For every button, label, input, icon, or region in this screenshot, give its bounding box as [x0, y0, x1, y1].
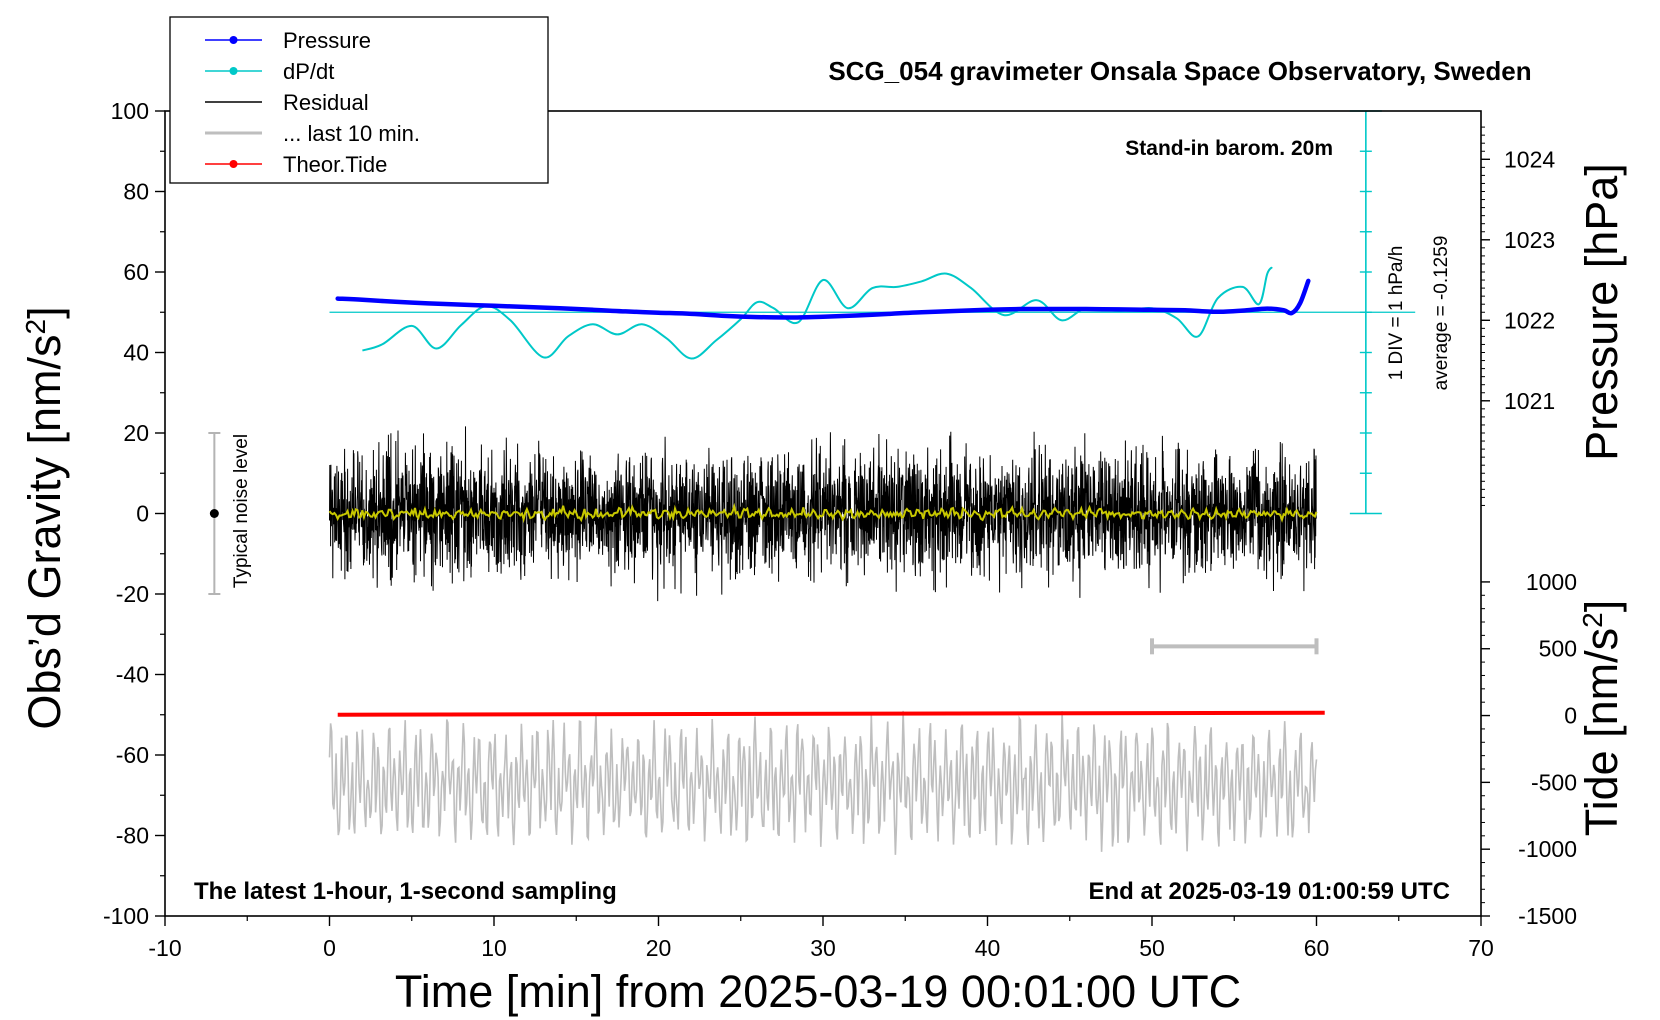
legend-label: Residual — [283, 90, 369, 115]
series-tide-line — [337, 710, 1325, 717]
x-tick-label: -10 — [148, 935, 181, 961]
x-tick-label: 40 — [975, 935, 1001, 961]
legend-entries: Pressure dP/dt Residual ... last 10 min. The… — [205, 28, 420, 177]
tide-tick-label: 500 — [1539, 636, 1577, 662]
y-tick-label-left: 60 — [123, 259, 149, 285]
bottom-right-annotation: End at 2025-03-19 01:00:59 UTC — [1089, 878, 1451, 905]
tide-tick-label: -1500 — [1518, 903, 1577, 929]
dpdt-average-annotation: average = -0.1259 — [1431, 236, 1452, 391]
series-pressure-line — [335, 278, 1311, 320]
series-residual-line — [329, 426, 1317, 602]
tide-tick-label: 0 — [1564, 703, 1577, 729]
x-tick-label: 20 — [646, 935, 672, 961]
dpdt-scale-annotation: 1 DIV = 1 hPa/h — [1386, 246, 1407, 381]
x-tick-label: 50 — [1139, 935, 1165, 961]
legend-marker — [229, 160, 238, 168]
pressure-tick-label: 1023 — [1504, 227, 1555, 253]
x-tick-label: 60 — [1304, 935, 1330, 961]
stand-in-annotation: Stand-in barom. 20m — [1125, 137, 1333, 160]
y-tick-label-left: 100 — [111, 98, 149, 124]
legend-label: Theor.Tide — [283, 152, 387, 177]
legend-box — [169, 16, 549, 184]
y-tick-label-left: -20 — [116, 581, 149, 607]
y-tick-label-left: -40 — [116, 662, 149, 688]
axes: -10 0 10 20 30 40 50 60 70100806040200-20-40-60-… — [103, 98, 1577, 961]
y-tick-label-left: -80 — [116, 823, 149, 849]
tide-tick-label: -1000 — [1518, 836, 1577, 862]
x-axis-label: Time [min] from 2025-03-19 00:01:00 UTC — [395, 966, 1241, 1017]
series-residual-smoothed-line — [328, 502, 1318, 524]
tide-tick-label: 1000 — [1526, 569, 1577, 595]
legend-marker — [229, 67, 238, 75]
noise-level-label: Typical noise level — [231, 434, 252, 588]
noise-bar-center — [209, 509, 219, 518]
y-axis-label-left: Obs’d Gravity [nm/s2] — [19, 306, 70, 729]
y-axis-label-tide: Tide [nm/s2] — [1576, 600, 1627, 836]
legend-marker — [229, 36, 238, 44]
y-tick-label-left: 40 — [123, 340, 149, 366]
x-tick-label: 0 — [323, 935, 336, 961]
pressure-tick-label: 1021 — [1504, 388, 1555, 414]
pressure-tick-label: 1022 — [1504, 307, 1555, 333]
series-dpdt-line — [362, 266, 1273, 360]
chart-title: SCG_054 gravimeter Onsala Space Observat… — [828, 56, 1531, 86]
legend-label: dP/dt — [283, 59, 334, 84]
series-last10-line — [328, 710, 1318, 855]
bottom-left-annotation: The latest 1-hour, 1-second sampling — [194, 878, 617, 905]
legend: Pressure dP/dt Residual ... last 10 min. The… — [169, 16, 549, 184]
pressure-tick-label: 1024 — [1504, 146, 1555, 172]
y-tick-label-left: -100 — [103, 903, 149, 929]
y-tick-label-left: 20 — [123, 420, 149, 446]
plot-area — [208, 110, 1416, 855]
legend-label: ... last 10 min. — [283, 121, 420, 146]
legend-label: Pressure — [283, 28, 371, 53]
y-tick-label-left: -60 — [116, 742, 149, 768]
x-tick-label: 70 — [1468, 935, 1494, 961]
x-tick-label: 30 — [810, 935, 836, 961]
y-tick-label-left: 80 — [123, 179, 149, 205]
x-tick-label: 10 — [481, 935, 507, 961]
y-tick-label-left: 0 — [136, 501, 149, 527]
y-axis-label-pressure: Pressure [hPa] — [1576, 163, 1627, 461]
tide-tick-label: -500 — [1531, 769, 1577, 795]
